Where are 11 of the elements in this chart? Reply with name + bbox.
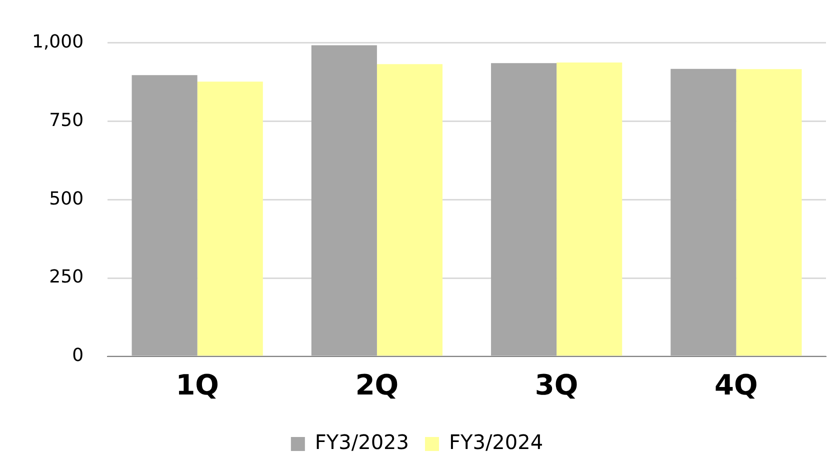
y-tick-label: 1,000 bbox=[32, 31, 84, 52]
x-tick-label: 2Q bbox=[355, 368, 399, 402]
y-tick-label: 250 bbox=[49, 266, 84, 288]
x-tick-label: 4Q bbox=[714, 368, 758, 402]
legend-label: FY3/2024 bbox=[449, 430, 544, 454]
x-tick-label: 1Q bbox=[176, 368, 219, 402]
legend-label: FY3/2023 bbox=[314, 430, 410, 454]
y-tick-label: 500 bbox=[49, 188, 84, 210]
x-tick-label: 3Q bbox=[534, 368, 578, 402]
y-tick-label: 0 bbox=[72, 345, 84, 366]
y-tick-label: 750 bbox=[49, 110, 84, 131]
